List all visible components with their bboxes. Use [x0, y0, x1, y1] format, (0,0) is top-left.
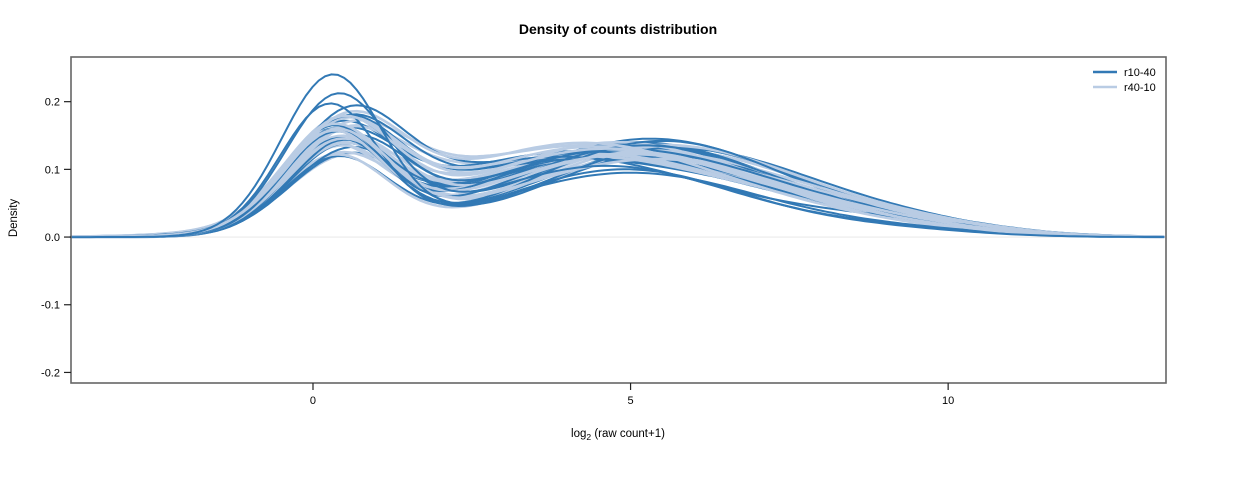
y-tick-label: -0.1	[41, 300, 60, 312]
x-axis-label-suffix: (raw count+1)	[591, 428, 665, 440]
chart-title: Density of counts distribution	[519, 21, 717, 37]
density-curve-r40-10	[69, 114, 1165, 239]
plot-frame	[70, 56, 1167, 384]
x-tick-label: 10	[942, 395, 954, 407]
density-curve-r10-40	[70, 92, 1165, 238]
plot-area: 0 5 10 -0.2 -0.1 0.0 0.1 0.2 r10-40 r40-10	[41, 56, 1167, 407]
x-axis-label-subscript: 2	[586, 432, 591, 442]
y-tick-label: 0.0	[45, 232, 60, 244]
density-curve-r10-40	[70, 73, 1165, 239]
x-axis-label: log2 (raw count+1)	[571, 428, 665, 442]
x-axis-label-prefix: log	[571, 428, 586, 440]
y-axis-label: Density	[8, 199, 20, 238]
y-tick-label: 0.2	[45, 97, 60, 109]
x-tick-label: 0	[310, 395, 316, 407]
legend-label-r10-40: r10-40	[1124, 67, 1156, 79]
x-tick-label: 5	[628, 395, 634, 407]
legend-label-r40-10: r40-10	[1124, 82, 1156, 94]
y-tick-label: 0.1	[45, 164, 60, 176]
density-curve-r10-40	[70, 115, 1165, 238]
y-tick-label: -0.2	[41, 367, 60, 379]
